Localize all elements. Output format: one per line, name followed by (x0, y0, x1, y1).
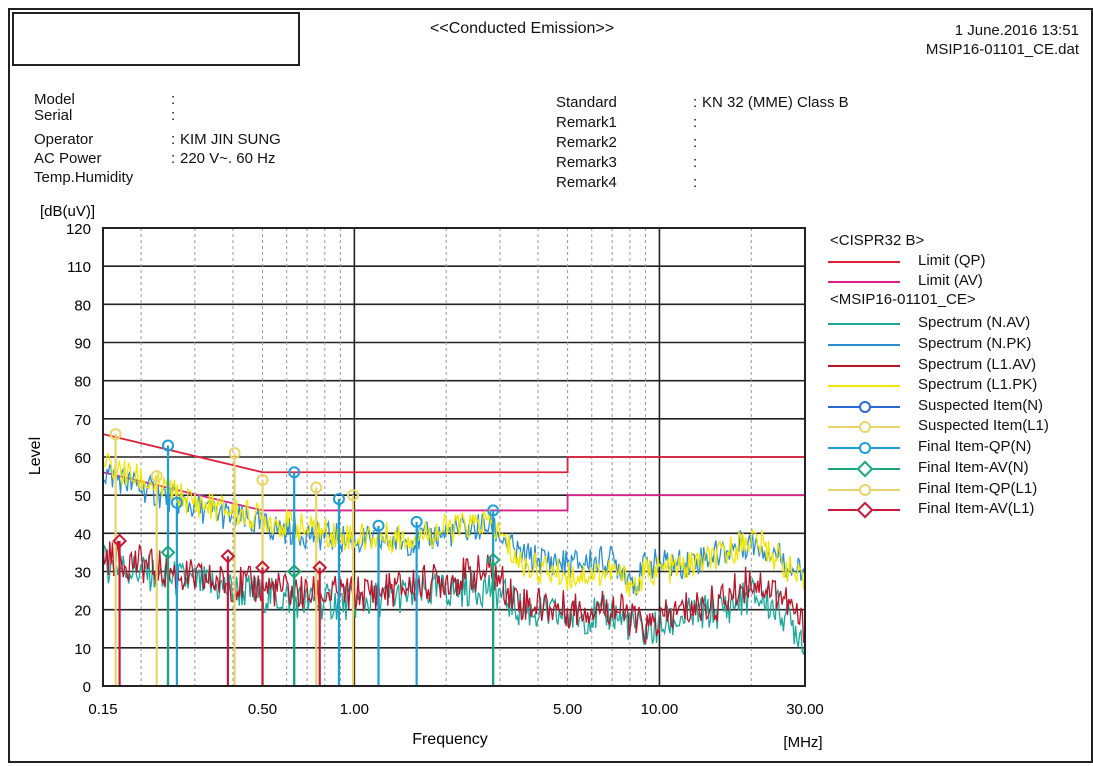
data-point (485, 552, 501, 568)
y-tick-label: 80 (74, 374, 91, 391)
x-tick-label: 10.00 (641, 701, 679, 718)
data-point (162, 439, 175, 452)
y-tick-label: 90 (74, 336, 91, 353)
data-point (372, 519, 385, 532)
legend-entry: Limit (QP) (918, 252, 986, 269)
data-point (410, 515, 423, 528)
series-line (102, 540, 806, 645)
legend-entry: Final Item-AV(N) (918, 459, 1029, 476)
legend-swatch (828, 385, 900, 387)
data-point (286, 564, 302, 579)
data-point (487, 504, 500, 517)
y-tick-label: 0 (83, 679, 91, 696)
info-left-block: Model: Serial: Operator: KIM JIN SUNG AC … (34, 91, 281, 186)
x-tick-label: 0.15 (88, 701, 117, 718)
legend-swatch (828, 365, 900, 367)
y-tick-label: 40 (74, 526, 91, 543)
data-point (255, 560, 270, 576)
data-point (288, 466, 301, 479)
data-point (150, 470, 163, 483)
data-point (109, 428, 122, 441)
y-tick-label: 110 (67, 259, 91, 276)
series-line (102, 433, 805, 474)
y-tick-label: 80 (74, 297, 91, 314)
report-title: <<Conducted Emission>> (430, 20, 615, 37)
data-point (220, 548, 236, 564)
info-value: KIM JIN SUNG (180, 131, 281, 148)
legend-marker (859, 484, 871, 496)
legend-swatch (828, 281, 900, 283)
legend-entry: Spectrum (L1.AV) (918, 356, 1037, 373)
data-point (332, 492, 345, 505)
y-axis-unit: [dB(uV)] (40, 203, 95, 220)
legend-marker (859, 421, 871, 433)
info-label: Remark3 (556, 154, 617, 171)
data-point (160, 545, 176, 560)
info-label: Remark1 (556, 114, 617, 131)
axis-layer: 0 10 20 30 40 50 60 70 80 90 80 110 120 0.15 0.50 1.00 5… (66, 221, 824, 718)
legend-entry: Limit (AV) (918, 272, 983, 289)
data-point (310, 481, 323, 494)
info-label: Operator (34, 131, 94, 148)
x-tick-label: 1.00 (340, 701, 369, 718)
data-point (170, 496, 183, 509)
legend-entry: Spectrum (L1.PK) (918, 376, 1038, 393)
report-frame (8, 8, 1093, 763)
x-tick-label: 0.50 (248, 701, 277, 718)
legend-group-data: <MSIP16-01101_CE> (830, 291, 976, 308)
x-tick-label: 30.00 (786, 701, 824, 718)
report-date: 1 June.2016 13:51 (954, 22, 1079, 39)
blank-label-box (12, 12, 300, 66)
x-axis-label: Frequency (412, 731, 488, 748)
info-value: KN 32 (MME) Class B (702, 94, 849, 111)
info-label: Remark2 (556, 134, 617, 151)
series-layer (102, 433, 806, 656)
info-right-block: Standard: KN 32 (MME) Class B Remark1: Re… (556, 94, 849, 191)
legend-swatch (828, 261, 900, 263)
y-axis-label: Level (27, 437, 44, 475)
marker-layer (109, 428, 501, 686)
data-point (256, 473, 269, 486)
legend-swatch (828, 323, 900, 325)
legend-entry: Suspected Item(L1) (918, 417, 1049, 434)
legend-entry: Spectrum (N.PK) (918, 335, 1032, 352)
info-label: Model (34, 91, 75, 108)
legend-entry: Final Item-AV(L1) (918, 500, 1035, 517)
data-point (228, 447, 241, 460)
info-label: Serial (34, 107, 73, 124)
y-tick-label: 20 (74, 603, 91, 620)
legend-marker (859, 401, 871, 413)
y-tick-label: 70 (74, 412, 91, 429)
legend-entry: Spectrum (N.AV) (918, 314, 1031, 331)
info-label: Temp.Humidity (34, 169, 134, 186)
legend-entry: Final Item-QP(N) (918, 438, 1032, 455)
y-tick-label: 120 (66, 221, 91, 238)
legend-marker (859, 442, 871, 454)
report-file: MSIP16-01101_CE.dat (925, 41, 1079, 58)
series-line (102, 452, 806, 597)
legend-swatch (828, 344, 900, 346)
info-label: AC Power (34, 150, 102, 167)
x-tick-label: 5.00 (553, 701, 582, 718)
y-tick-label: 50 (74, 488, 91, 505)
data-point (347, 489, 360, 502)
legend-entry: Suspected Item(N) (918, 397, 1044, 414)
legend-group-limits: <CISPR32 B> (830, 232, 925, 249)
plot-frame (102, 227, 806, 687)
y-tick-label: 10 (74, 641, 91, 658)
x-axis-unit: [MHz] (783, 734, 822, 751)
legend-entry: Final Item-QP(L1) (918, 480, 1038, 497)
info-label: Standard (556, 94, 617, 111)
y-tick-label: 60 (74, 450, 91, 467)
data-point (312, 560, 328, 576)
data-point (112, 533, 127, 549)
info-value: 220 V~. 60 Hz (180, 150, 276, 167)
info-label: Remark4 (556, 174, 617, 191)
y-tick-label: 30 (74, 565, 91, 582)
